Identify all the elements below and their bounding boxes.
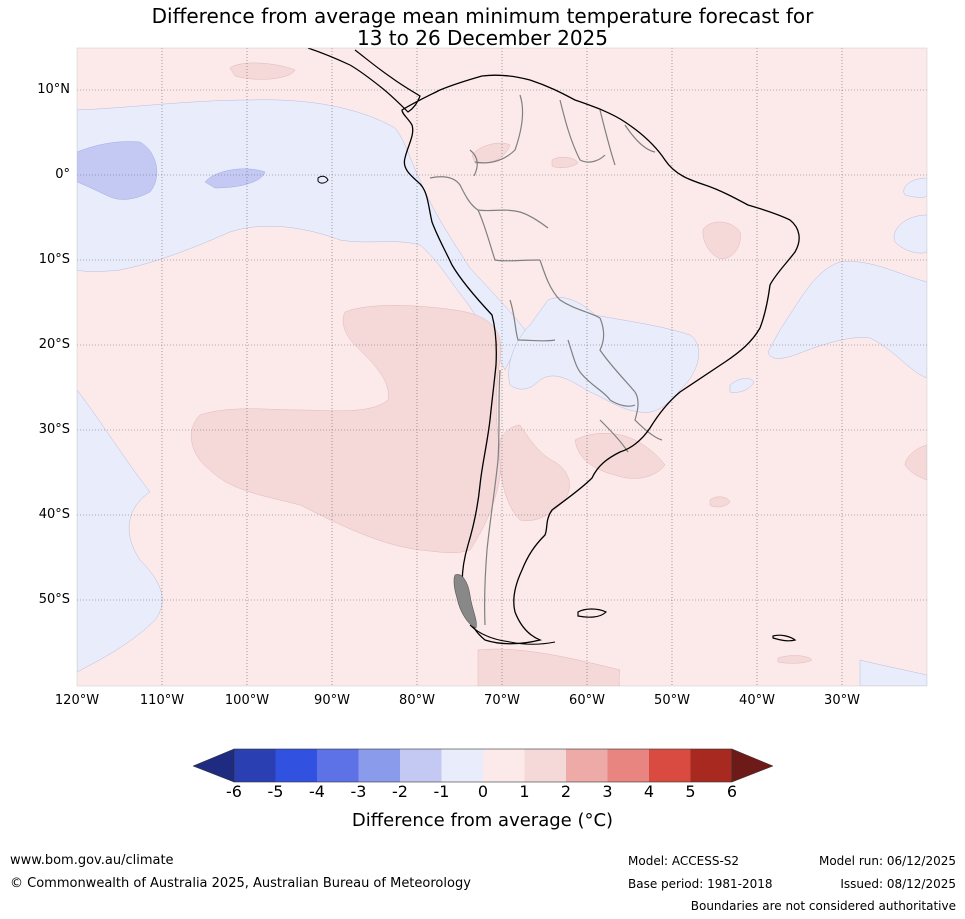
cool-anomaly-southern-ocean-east [859, 659, 927, 686]
colorbar-segment-2-to-3 [566, 749, 608, 782]
lon-label-100w: 100°W [224, 693, 270, 708]
lat-label-0: 0° [55, 167, 70, 182]
colorbar-segment--4-to--3 [317, 749, 359, 782]
colorbar-segment--3-to--2 [358, 749, 400, 782]
colorbar-tick: 5 [685, 782, 696, 801]
warm-anomaly-atlantic-east [904, 444, 927, 481]
model-run-date: Model run: 06/12/2025 [818, 854, 956, 868]
central-america-coastline [307, 48, 421, 113]
colorbar-segment--1-to-0 [441, 749, 483, 782]
colorbar-tick: -2 [392, 782, 408, 801]
colorbar-segment-5-to-6 [690, 749, 732, 782]
warm-anomaly-caribbean [229, 62, 296, 80]
model-name: Model: ACCESS-S2 [628, 854, 740, 868]
colorbar-extend-low [192, 748, 235, 783]
cool-anomaly-pacific-band [77, 99, 526, 371]
map-gridlines [77, 48, 927, 686]
colorbar-tick: -3 [350, 782, 367, 801]
colorbar-tick: -4 [309, 782, 325, 801]
warm-anomaly-atlantic-small [709, 496, 731, 508]
lon-label-40w: 40°W [739, 693, 775, 708]
boundaries-disclaimer: Boundaries are not considered authoritat… [690, 899, 956, 913]
colorbar-tick: 3 [602, 782, 613, 801]
colorbar-segment-4-to-5 [649, 749, 691, 782]
south-america-coastline [401, 74, 800, 645]
colorbar-segment-0-to-1 [483, 749, 525, 782]
cool-anomaly-atlantic-small [729, 378, 755, 393]
warm-anomaly-southern-ocean [477, 648, 621, 686]
base-period: Base period: 1981-2018 [628, 877, 773, 891]
warm-anomaly-southern-ocean-small [777, 655, 813, 664]
colorbar-segment--6-to--5 [234, 749, 276, 782]
lon-label-30w: 30°W [824, 693, 860, 708]
colorbar-segment--2-to--1 [400, 749, 442, 782]
cool-anomaly-equatorial-blob [204, 168, 266, 189]
cool-anomaly-south-atlantic [767, 261, 927, 379]
lon-label-110w: 110°W [139, 693, 185, 708]
south-georgia-island [772, 634, 797, 642]
bom-website-link[interactable]: www.bom.gov.au/climate [10, 853, 174, 868]
lat-label-10n: 10°N [37, 82, 70, 97]
chile-archipelago [453, 574, 477, 629]
lon-label-60w: 60°W [569, 693, 605, 708]
warm-anomaly-southeast-pacific [191, 305, 502, 553]
falkland-islands [577, 608, 608, 618]
lon-label-50w: 50°W [654, 693, 690, 708]
lon-label-120w: 120°W [54, 693, 100, 708]
cool-anomaly-southeast-pacific [77, 389, 163, 673]
lat-label-10s: 10°S [38, 252, 70, 267]
colorbar-tick: 1 [519, 782, 530, 801]
colorbar-segment-1-to-2 [524, 749, 566, 782]
warm-anomaly-brazil-northeast [702, 221, 741, 259]
copyright-notice: © Commonwealth of Australia 2025, Austra… [10, 876, 471, 891]
colorbar-segment-3-to-4 [607, 749, 649, 782]
colorbar-tick: 0 [477, 782, 489, 801]
lat-label-30s: 30°S [38, 422, 70, 437]
colorbar-tick: 4 [643, 782, 655, 801]
cool-anomaly-equatorial-core [77, 141, 157, 200]
lon-label-80w: 80°W [399, 693, 435, 708]
colorbar-tick: -1 [433, 782, 450, 801]
lat-label-20s: 20°S [38, 337, 70, 352]
lon-label-90w: 90°W [314, 693, 350, 708]
cool-anomaly-atlantic-east [893, 214, 927, 254]
map-title-line1: Difference from average mean minimum tem… [151, 4, 814, 28]
lon-label-70w: 70°W [484, 693, 520, 708]
galapagos-islands [317, 175, 329, 184]
warm-anomaly-amazon-east [551, 156, 579, 168]
warm-anomaly-argentina [499, 424, 570, 521]
lat-label-40s: 40°S [38, 507, 70, 522]
colorbar-tick: -6 [226, 782, 242, 801]
colorbar [192, 748, 774, 783]
map-title-line2: 13 to 26 December 2025 [356, 26, 608, 50]
issued-date: Issued: 08/12/2025 [840, 877, 956, 891]
colorbar-tick: -5 [267, 782, 284, 801]
country-borders [429, 94, 663, 626]
map-frame [76, 47, 928, 687]
colorbar-tick: 6 [726, 782, 738, 801]
colorbar-title: Difference from average (°C) [351, 810, 614, 831]
colorbar-outline [233, 748, 733, 783]
cool-anomaly-atlantic-north [903, 177, 927, 198]
colorbar-tick: 2 [560, 782, 572, 801]
colorbar-segment--5-to--4 [275, 749, 317, 782]
lat-label-50s: 50°S [38, 592, 70, 607]
colorbar-extend-high [731, 748, 774, 783]
tierra-del-fuego-coastline [469, 624, 556, 645]
